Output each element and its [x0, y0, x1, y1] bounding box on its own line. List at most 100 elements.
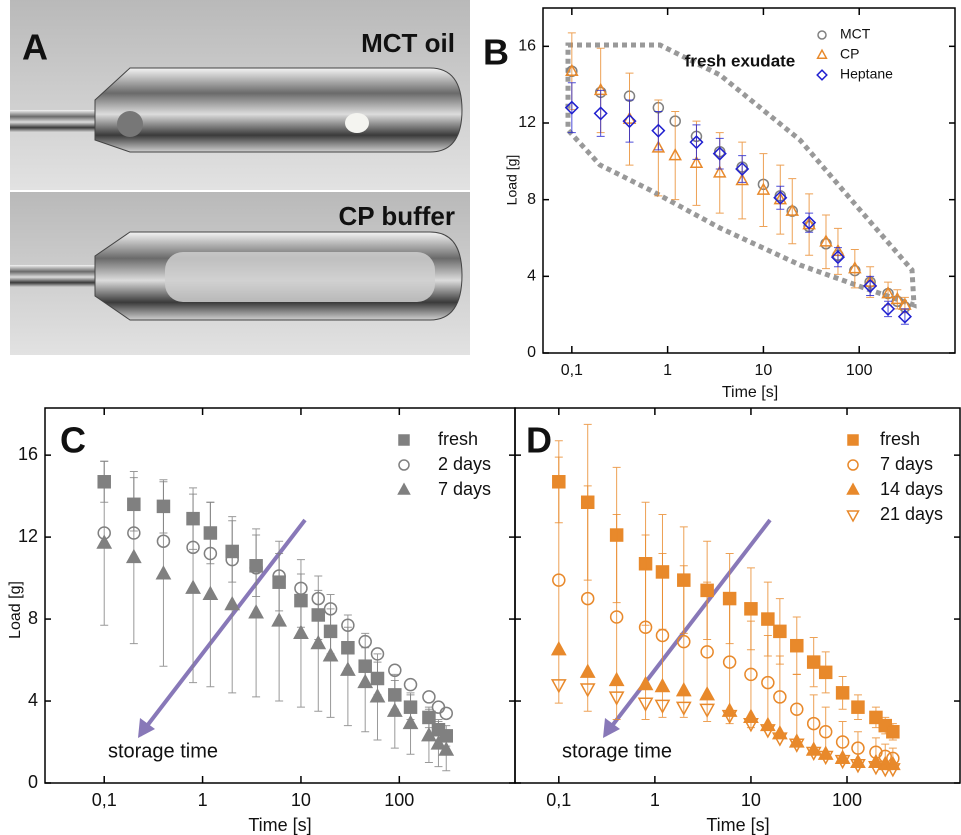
marker: [743, 718, 759, 733]
chart: 0,1 1 10 100 D Time [s] storage time fresh 7 day…: [514, 407, 961, 835]
marker: [622, 114, 637, 129]
marker: [125, 548, 142, 564]
panel-label: C: [60, 420, 86, 461]
marker: [735, 161, 750, 177]
marker: [806, 716, 821, 731]
marker: [818, 725, 833, 739]
marker: [847, 434, 859, 446]
marker: [817, 750, 834, 766]
marker: [790, 638, 804, 653]
legend-label: CP: [840, 46, 859, 62]
marker: [773, 690, 787, 704]
marker: [761, 675, 775, 690]
y-tick-label: 8: [28, 608, 38, 628]
error-bar: [759, 153, 768, 227]
error-bar: [596, 89, 605, 137]
marker: [564, 100, 579, 115]
arrow-head: [138, 718, 155, 738]
legend-label: MCT: [840, 26, 871, 42]
x-tick-label: 10: [755, 362, 773, 379]
panel-label: B: [483, 32, 509, 73]
marker: [580, 591, 595, 606]
legend-label: 21 days: [880, 504, 943, 524]
marker: [868, 761, 884, 776]
x-tick-label: 10: [741, 790, 761, 810]
marker: [386, 702, 403, 717]
y-tick-label: 16: [18, 444, 38, 464]
y-tick-label: 0: [527, 344, 536, 361]
marker: [579, 683, 596, 698]
marker: [637, 675, 654, 691]
photo-panel: A MCT oil CP buffer: [10, 0, 470, 355]
marker: [881, 286, 895, 299]
marker: [271, 612, 287, 627]
marker: [654, 677, 671, 693]
marker: [185, 579, 201, 594]
arrow: [603, 518, 772, 737]
error-bar: [654, 111, 663, 151]
marker: [403, 677, 418, 692]
y-tick-label: 0: [28, 772, 38, 792]
marker: [677, 634, 691, 649]
annotation: storage time: [562, 740, 672, 762]
marker: [806, 655, 821, 669]
marker: [886, 725, 900, 739]
error-bar: [763, 634, 772, 731]
marker: [155, 565, 172, 580]
droplet: [345, 113, 369, 133]
y-tick-label: 16: [518, 38, 536, 55]
x-tick-label: 100: [384, 790, 414, 810]
y-tick-label: 12: [18, 526, 38, 546]
spoon-handle: [10, 110, 100, 132]
marker: [675, 701, 692, 716]
marker: [744, 667, 758, 682]
marker: [835, 735, 850, 749]
legend-label: fresh: [438, 429, 478, 449]
marker: [773, 624, 787, 639]
y-axis-label: Load [g]: [504, 155, 520, 206]
legend-label: Heptane: [840, 66, 893, 82]
error-bar: [612, 514, 621, 720]
marker: [790, 702, 804, 716]
error-bar: [776, 185, 785, 210]
marker: [788, 738, 805, 753]
droplet: [117, 111, 143, 137]
marker: [851, 700, 865, 714]
marker: [759, 724, 776, 739]
marker: [850, 759, 866, 774]
marker: [700, 645, 714, 659]
error-bar: [788, 178, 797, 245]
marker: [550, 679, 567, 694]
error-bar: [567, 82, 576, 134]
error-bar: [625, 99, 634, 143]
marker: [773, 190, 788, 205]
y-tick-label: 4: [527, 268, 536, 285]
marker: [608, 671, 625, 687]
error-bar: [715, 137, 724, 170]
marker: [712, 146, 727, 161]
marker: [699, 703, 716, 718]
marker: [224, 595, 241, 611]
marker: [722, 655, 737, 669]
marker: [322, 647, 339, 662]
marker: [771, 732, 788, 747]
marker: [805, 746, 822, 762]
marker: [818, 665, 833, 680]
marker: [398, 459, 410, 471]
marker: [402, 714, 419, 730]
marker: [398, 434, 410, 446]
marker: [847, 459, 859, 471]
x-tick-label: 0,1: [546, 790, 571, 810]
legend-label: 7 days: [438, 479, 491, 499]
marker: [550, 641, 567, 656]
marker: [897, 309, 912, 324]
marker: [735, 172, 749, 186]
panel-label: D: [526, 420, 552, 461]
plot-frame: [542, 7, 956, 354]
marker: [96, 534, 113, 549]
panel-label: A: [22, 27, 48, 68]
marker: [816, 48, 828, 59]
marker: [654, 699, 671, 714]
marker: [638, 620, 653, 635]
marker: [805, 741, 822, 756]
